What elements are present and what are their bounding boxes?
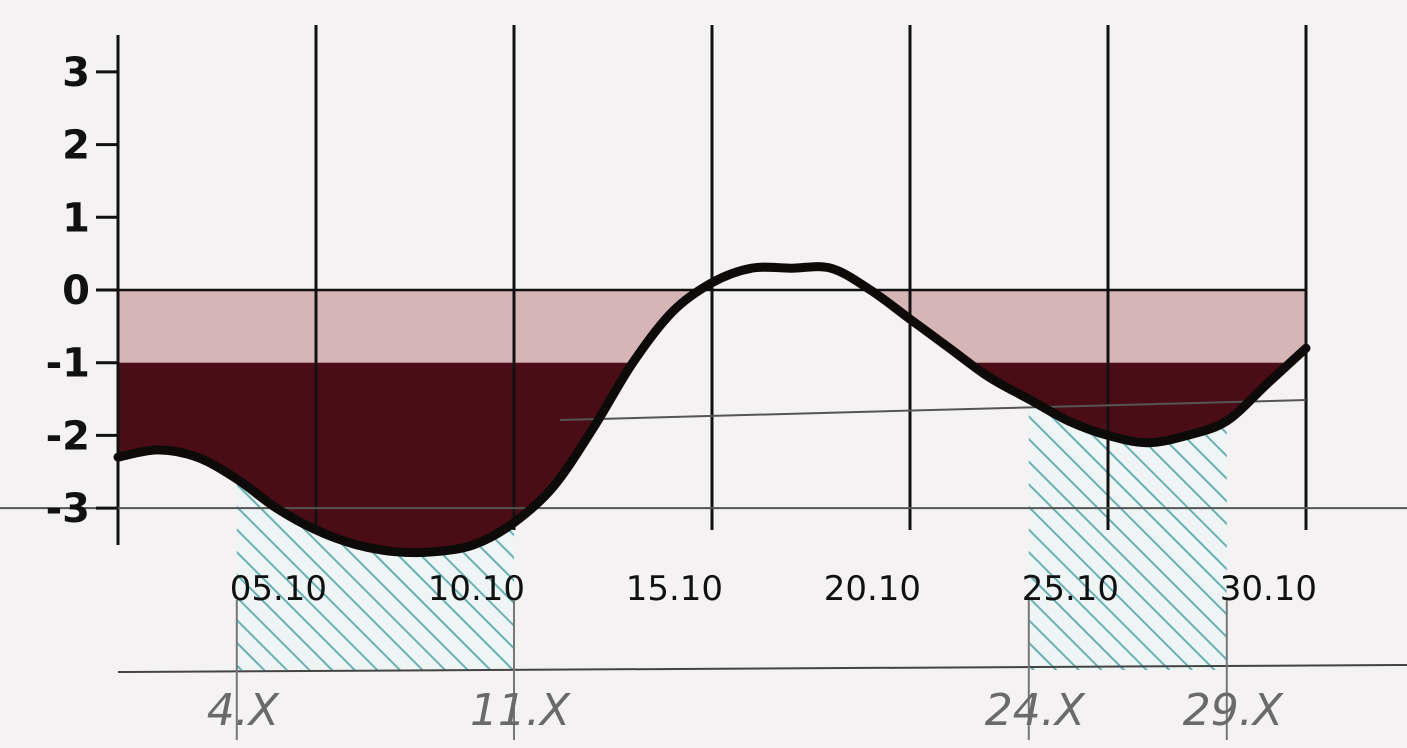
y-tick-label: 2 xyxy=(62,123,90,169)
baseline-line xyxy=(117,664,1407,673)
y-tick-label: 1 xyxy=(62,195,90,241)
grid xyxy=(0,25,1407,673)
y-tick-label: 3 xyxy=(62,50,90,96)
grid-line-horizontal xyxy=(559,399,1307,421)
x-tick-label: 20.10 xyxy=(824,569,921,609)
y-tick-label: -2 xyxy=(46,413,90,459)
period-labels: 4.X 11.X 24.X 29.X xyxy=(207,600,1284,740)
y-tick-label: 0 xyxy=(62,268,90,314)
y-tick-label: -3 xyxy=(46,486,90,532)
x-tick-label: 25.10 xyxy=(1022,569,1119,609)
y-tick-label: -1 xyxy=(46,341,90,387)
series-line xyxy=(113,262,1311,558)
y-axis: 3 2 1 0 -1 -2 -3 xyxy=(46,50,118,532)
period-label: 29.X xyxy=(1183,685,1284,736)
x-tick-label: 30.10 xyxy=(1220,569,1317,609)
x-tick-label: 05.10 xyxy=(230,569,327,609)
x-tick-label: 10.10 xyxy=(428,569,525,609)
x-tick-label: 15.10 xyxy=(626,569,723,609)
period-label: 4.X xyxy=(207,685,280,736)
x-axis: 05.10 10.10 15.10 20.10 25.10 30.10 xyxy=(230,569,1317,609)
period-label: 24.X xyxy=(985,685,1086,736)
period-label: 11.X xyxy=(470,685,571,736)
